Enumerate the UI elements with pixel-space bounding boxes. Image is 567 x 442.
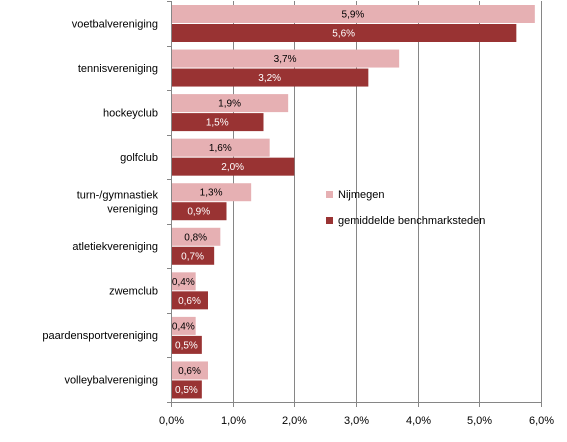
x-tick-label: 0,0% [159,415,184,427]
category-label: tennisvereniging [78,63,158,75]
bar-benchmark [171,380,202,399]
legend-label: Nijmegen [338,189,384,201]
bar-benchmark [171,202,227,221]
data-label: 0,4% [172,321,195,332]
bar-nijmegen [171,94,289,113]
bar-benchmark [171,24,517,42]
bar-nijmegen [171,316,196,335]
x-tick-label: 2,0% [282,415,307,427]
bar-nijmegen [171,138,270,157]
x-tick-label: 6,0% [529,415,554,427]
data-label: 0,5% [175,340,198,351]
category-label: voetbalvereniging [72,18,158,30]
data-label: 0,7% [181,251,204,262]
category-label: hockeyclub [103,107,158,119]
data-label: 2,0% [221,162,244,173]
data-label: 1,5% [206,118,229,129]
x-tick-label: 3,0% [344,415,369,427]
legend-swatch [326,191,333,198]
bar-benchmark [171,246,215,265]
bar-nijmegen [171,227,221,246]
category-label: volleybalvereniging [64,375,158,387]
data-label: 1,9% [218,99,241,110]
x-tick-label: 4,0% [406,415,431,427]
bar-nijmegen [171,49,400,68]
bar-benchmark [171,335,202,354]
x-tick-label: 5,0% [467,415,492,427]
bar-benchmark [171,113,264,132]
data-label: 3,2% [258,73,281,84]
data-label: 3,7% [274,54,297,65]
category-label: atletiekvereniging [72,241,158,253]
bar-nijmegen [171,5,535,23]
bar-benchmark [171,291,208,310]
data-label: 5,9% [342,10,365,21]
x-tick-label: 1,0% [221,415,246,427]
legend-label: gemiddelde benchmarksteden [338,215,485,227]
data-label: 1,6% [209,143,232,154]
bar-benchmark [171,68,369,87]
legend-swatch [326,217,333,224]
bar-nijmegen [171,361,208,380]
category-label: turn-/gymnastiek vereniging [77,190,159,216]
data-label: 1,3% [200,188,223,199]
category-label: golfclub [120,152,158,164]
bar-nijmegen [171,183,252,202]
data-label: 0,4% [172,277,195,288]
bar-benchmark [171,157,295,176]
data-label: 0,6% [178,366,201,377]
data-label: 0,9% [187,207,210,218]
category-label: zwemclub [109,286,158,298]
data-label: 0,6% [178,296,201,307]
data-label: 0,5% [175,385,198,396]
data-label: 0,8% [184,232,207,243]
data-label: 5,6% [332,29,355,40]
bar-nijmegen [171,272,196,291]
category-label: paardensportvereniging [42,330,158,342]
